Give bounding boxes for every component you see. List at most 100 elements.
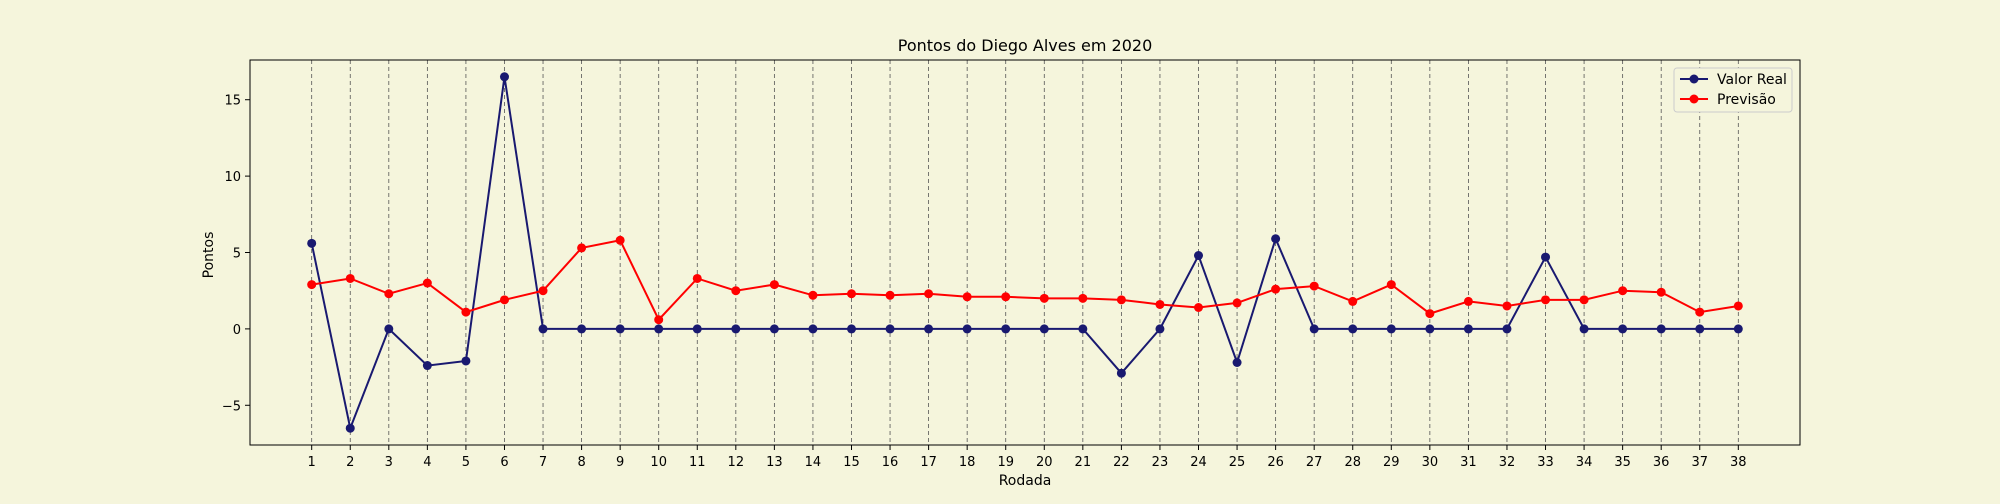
x-tick-label: 25 (1229, 455, 1246, 470)
x-tick-label: 24 (1190, 455, 1207, 470)
x-tick-label: 11 (689, 455, 706, 470)
data-point-series-1 (808, 290, 818, 300)
grid-layer (311, 60, 1739, 445)
data-point-series-1 (1348, 296, 1358, 306)
data-point-series-0 (1502, 324, 1512, 334)
data-point-series-1 (577, 243, 587, 253)
y-tick-label: 10 (224, 170, 241, 185)
data-point-series-1 (1502, 301, 1512, 311)
x-tick-label: 10 (650, 455, 667, 470)
data-point-series-1 (1463, 296, 1473, 306)
plot-frame (249, 59, 1801, 446)
data-point-series-0 (885, 324, 895, 334)
legend-marker-previsao (1689, 94, 1699, 104)
data-point-series-0 (808, 324, 818, 334)
data-point-series-0 (1001, 324, 1011, 334)
data-point-series-0 (1386, 324, 1396, 334)
data-point-series-0 (461, 356, 471, 366)
x-axis-label: Rodada (999, 473, 1052, 489)
data-point-series-0 (307, 238, 317, 248)
data-point-series-1 (1155, 299, 1165, 309)
x-tick-label: 15 (843, 455, 860, 470)
data-point-series-0 (577, 324, 587, 334)
x-tick-label: 2 (346, 455, 354, 470)
data-point-series-0 (1695, 324, 1705, 334)
data-point-series-1 (1232, 298, 1242, 308)
x-tick-label: 17 (920, 455, 937, 470)
series-line-1 (311, 239, 1739, 322)
data-point-series-1 (1733, 301, 1743, 311)
data-point-series-1 (1579, 295, 1589, 305)
x-tick-label: 6 (500, 455, 508, 470)
x-tick-label: 19 (997, 455, 1014, 470)
data-point-series-0 (1039, 324, 1049, 334)
data-point-series-0 (538, 324, 548, 334)
x-tick-label: 12 (728, 455, 745, 470)
x-tick-label: 26 (1267, 455, 1284, 470)
data-point-series-0 (345, 423, 355, 433)
data-point-series-0 (1271, 234, 1281, 244)
data-point-series-0 (1733, 324, 1743, 334)
data-point-series-0 (924, 324, 934, 334)
y-tick-label: 15 (224, 94, 241, 109)
x-tick-label: 23 (1152, 455, 1169, 470)
data-point-series-1 (1386, 280, 1396, 290)
x-tick-label: 5 (462, 455, 470, 470)
data-point-series-0 (1309, 324, 1319, 334)
x-tick-label: 32 (1499, 455, 1516, 470)
data-point-series-1 (345, 273, 355, 283)
data-point-series-1 (924, 289, 934, 299)
x-tick-label: 30 (1422, 455, 1439, 470)
data-point-series-1 (654, 315, 664, 325)
x-tick-label: 37 (1691, 455, 1708, 470)
data-point-series-1 (1309, 281, 1319, 291)
series-line-0 (310, 76, 1739, 432)
data-point-series-1 (731, 286, 741, 296)
legend-marker-valor-real (1689, 74, 1699, 84)
x-tick-label: 34 (1576, 455, 1593, 470)
data-point-series-1 (615, 235, 625, 245)
x-tick-label: 14 (805, 455, 822, 470)
x-tick-label: 8 (577, 455, 585, 470)
series-layer (307, 72, 1743, 433)
data-point-series-1 (1656, 287, 1666, 297)
data-point-series-0 (962, 324, 972, 334)
data-point-series-0 (1155, 324, 1165, 334)
data-point-series-0 (615, 324, 625, 334)
x-tick-label: 4 (423, 455, 431, 470)
data-point-series-1 (384, 289, 394, 299)
data-point-series-1 (538, 286, 548, 296)
x-tick-label: 18 (959, 455, 976, 470)
data-point-series-1 (422, 278, 432, 288)
data-point-series-0 (1078, 324, 1088, 334)
data-point-series-0 (422, 361, 432, 371)
x-tick-label: 7 (539, 455, 547, 470)
data-point-series-1 (1078, 293, 1088, 303)
x-tick-label: 31 (1460, 455, 1477, 470)
x-tick-label: 38 (1730, 455, 1747, 470)
legend-label-valor-real: Valor Real (1717, 72, 1787, 88)
data-point-series-1 (692, 273, 702, 283)
data-point-series-1 (885, 290, 895, 300)
y-tick-label: −5 (222, 399, 241, 414)
y-tick-label: 5 (233, 247, 241, 262)
x-tick-label: 1 (308, 455, 316, 470)
data-point-series-1 (1541, 295, 1551, 305)
data-point-series-0 (1463, 324, 1473, 334)
data-point-series-1 (1116, 295, 1126, 305)
legend: Valor Real Previsão (1673, 67, 1793, 113)
y-axis-label: Pontos (201, 232, 217, 279)
x-tick-label: 27 (1306, 455, 1323, 470)
data-point-series-0 (1232, 358, 1242, 367)
data-point-series-0 (1618, 324, 1628, 334)
data-point-series-0 (769, 324, 779, 334)
data-point-series-0 (1348, 324, 1358, 334)
data-point-series-0 (731, 324, 741, 334)
data-point-series-1 (1271, 284, 1281, 294)
data-point-series-1 (769, 280, 779, 290)
data-point-series-1 (499, 295, 509, 305)
x-tick-label: 29 (1383, 455, 1400, 470)
x-tick-label: 20 (1036, 455, 1053, 470)
chart-title: Pontos do Diego Alves em 2020 (898, 36, 1153, 55)
